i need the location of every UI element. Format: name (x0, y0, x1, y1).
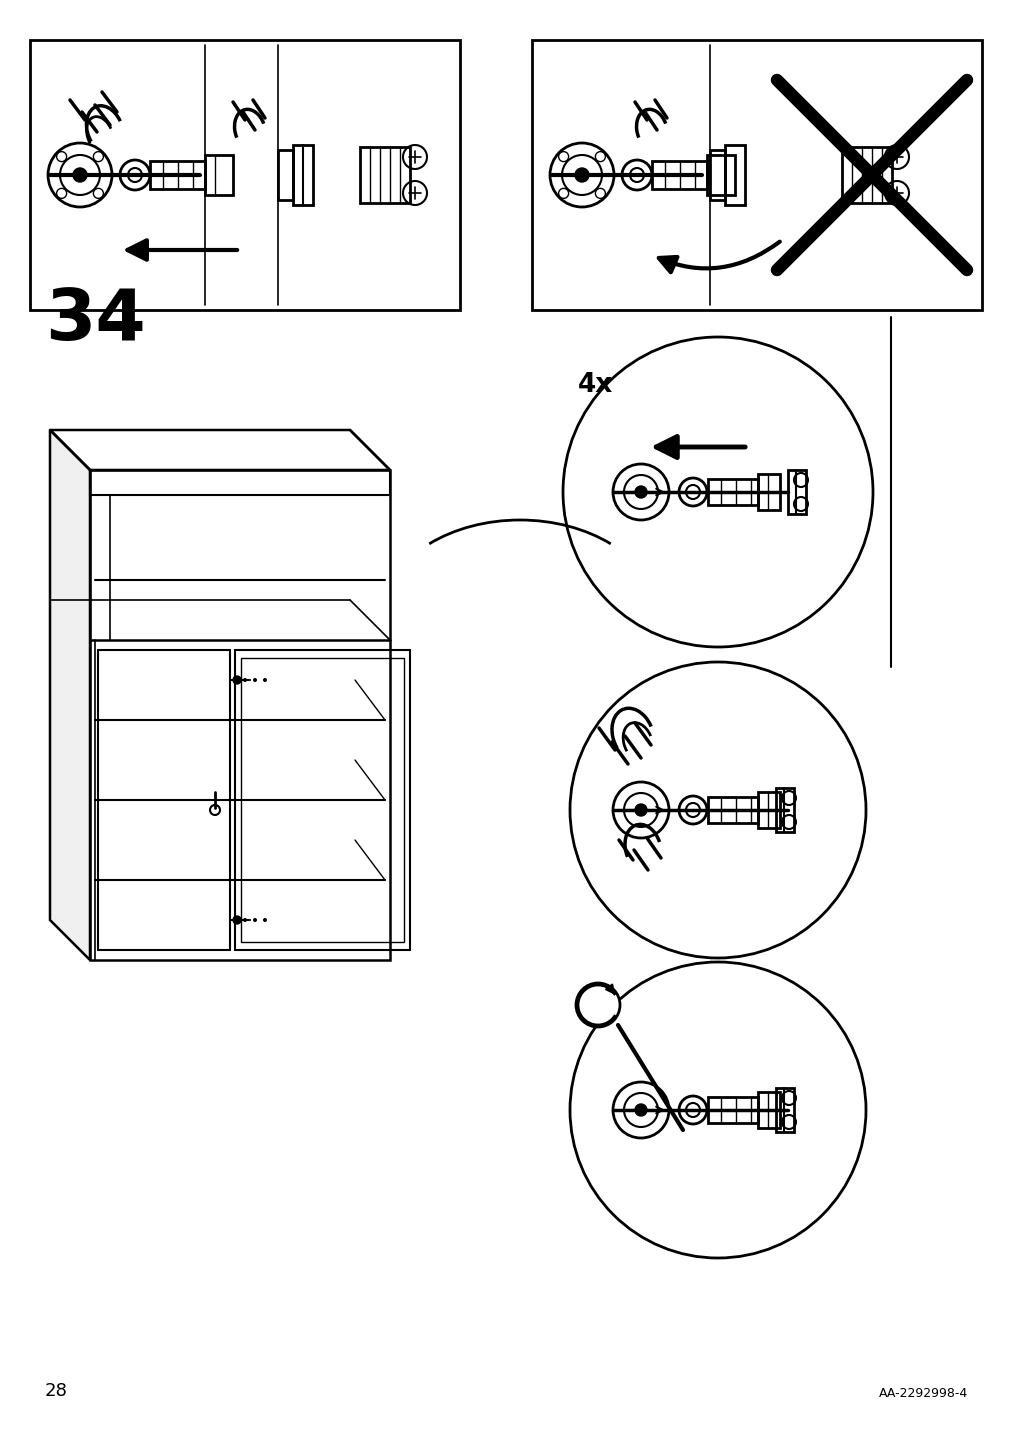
Text: 4x: 4x (577, 372, 613, 398)
Bar (788, 470, 805, 514)
Bar (90, 470, 389, 495)
Circle shape (569, 662, 865, 958)
Circle shape (73, 168, 87, 182)
Circle shape (263, 918, 267, 922)
Bar (757, 1093, 779, 1128)
Bar (775, 788, 794, 832)
Bar (708, 798, 757, 823)
Bar (708, 478, 757, 505)
Bar (241, 657, 403, 942)
Bar (757, 792, 779, 828)
Bar (710, 150, 724, 200)
Bar (30, 40, 460, 309)
Circle shape (569, 962, 865, 1257)
Bar (360, 147, 409, 203)
Circle shape (233, 676, 241, 684)
Text: 28: 28 (44, 1382, 68, 1400)
Circle shape (634, 1104, 646, 1116)
Bar (278, 150, 293, 200)
Circle shape (253, 918, 257, 922)
Circle shape (263, 677, 267, 682)
Bar (708, 1097, 757, 1123)
Bar (150, 160, 205, 189)
Bar (651, 160, 707, 189)
Bar (235, 650, 409, 949)
Circle shape (233, 916, 241, 924)
Bar (532, 40, 981, 309)
Bar (707, 155, 734, 195)
Bar (205, 155, 233, 195)
Circle shape (243, 918, 247, 922)
Circle shape (243, 677, 247, 682)
Circle shape (574, 168, 588, 182)
Text: 34: 34 (44, 286, 146, 355)
Circle shape (634, 803, 646, 816)
Bar (293, 145, 312, 205)
Bar (841, 147, 891, 203)
Bar (724, 145, 744, 205)
Text: AA-2292998-4: AA-2292998-4 (878, 1388, 968, 1400)
Circle shape (634, 485, 646, 498)
Circle shape (575, 982, 620, 1027)
Circle shape (562, 337, 872, 647)
Circle shape (253, 677, 257, 682)
Bar (90, 470, 389, 959)
Polygon shape (50, 430, 389, 470)
Polygon shape (50, 430, 90, 959)
Bar (775, 1088, 794, 1133)
Bar (757, 474, 779, 510)
Bar (98, 650, 229, 949)
